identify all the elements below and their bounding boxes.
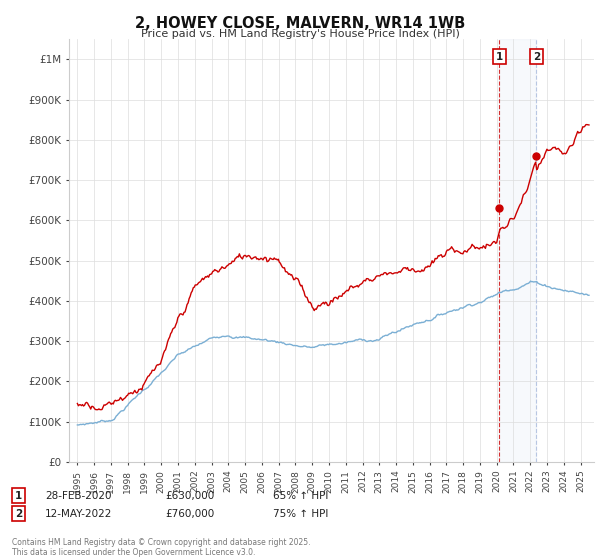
Text: £760,000: £760,000 bbox=[165, 508, 214, 519]
Text: 28-FEB-2020: 28-FEB-2020 bbox=[45, 491, 112, 501]
Text: 65% ↑ HPI: 65% ↑ HPI bbox=[273, 491, 328, 501]
Text: 1: 1 bbox=[496, 52, 503, 62]
Text: £630,000: £630,000 bbox=[165, 491, 214, 501]
Text: 2, HOWEY CLOSE, MALVERN, WR14 1WB: 2, HOWEY CLOSE, MALVERN, WR14 1WB bbox=[135, 16, 465, 31]
Bar bbox=[499, 39, 536, 462]
Text: Contains HM Land Registry data © Crown copyright and database right 2025.
This d: Contains HM Land Registry data © Crown c… bbox=[12, 538, 311, 557]
Text: Price paid vs. HM Land Registry's House Price Index (HPI): Price paid vs. HM Land Registry's House … bbox=[140, 29, 460, 39]
Text: 75% ↑ HPI: 75% ↑ HPI bbox=[273, 508, 328, 519]
Text: 12-MAY-2022: 12-MAY-2022 bbox=[45, 508, 112, 519]
Text: 2: 2 bbox=[533, 52, 540, 62]
Text: 1: 1 bbox=[15, 491, 22, 501]
Text: 2: 2 bbox=[15, 508, 22, 519]
